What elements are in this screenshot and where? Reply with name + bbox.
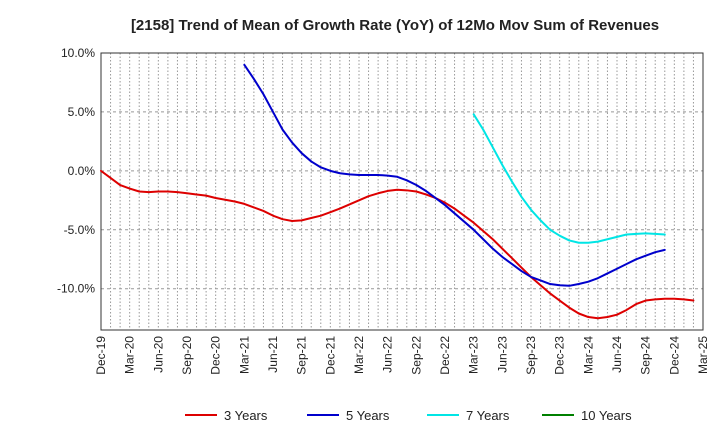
- x-tick-label: Sep-24: [639, 336, 653, 375]
- y-tick-label: 0.0%: [68, 164, 96, 178]
- x-tick-label: Sep-23: [524, 336, 538, 375]
- legend-label-10-years: 10 Years: [581, 408, 632, 423]
- x-tick-label: Dec-23: [553, 336, 567, 375]
- x-tick-label: Dec-22: [438, 336, 452, 375]
- chart-title: [2158] Trend of Mean of Growth Rate (YoY…: [131, 17, 659, 34]
- legend-label-7-years: 7 Years: [466, 408, 510, 423]
- series-line-7-years: [472, 113, 666, 244]
- x-tick-label: Mar-25: [696, 336, 710, 374]
- series-line-5-years: [243, 63, 666, 287]
- x-tick-label: Mar-24: [581, 336, 595, 374]
- y-tick-label: -10.0%: [57, 282, 95, 296]
- x-tick-label: Jun-23: [495, 336, 509, 373]
- x-tick-label: Sep-21: [295, 336, 309, 375]
- x-tick-label: Mar-20: [123, 336, 137, 374]
- x-tick-label: Mar-21: [237, 336, 251, 374]
- x-tick-label: Mar-22: [352, 336, 366, 374]
- x-tick-label: Dec-19: [94, 336, 108, 375]
- x-tick-label: Sep-22: [409, 336, 423, 375]
- x-tick-label: Jun-21: [266, 336, 280, 373]
- x-tick-label: Jun-20: [151, 336, 165, 373]
- x-tick-label: Jun-22: [381, 336, 395, 373]
- legend-label-5-years: 5 Years: [346, 408, 390, 423]
- series-line-3-years: [100, 169, 695, 320]
- x-tick-label: Sep-20: [180, 336, 194, 375]
- x-tick-label: Dec-24: [667, 336, 681, 375]
- plot-area: 10.0% 5.0% 0.0% -5.0% -10.0% Dec-19 Mar-20 Jun-…: [57, 46, 710, 375]
- legend: 3 Years 5 Years 7 Years 10 Years: [185, 408, 632, 423]
- y-tick-label: 5.0%: [68, 105, 96, 119]
- x-tick-label: Jun-24: [610, 336, 624, 373]
- x-tick-label: Dec-20: [209, 336, 223, 375]
- plot-frame: [100, 52, 704, 331]
- y-tick-label: 10.0%: [61, 46, 95, 60]
- legend-label-3-years: 3 Years: [224, 408, 268, 423]
- x-tick-label: Mar-23: [467, 336, 481, 374]
- y-tick-label: -5.0%: [64, 223, 96, 237]
- x-tick-label: Dec-21: [323, 336, 337, 375]
